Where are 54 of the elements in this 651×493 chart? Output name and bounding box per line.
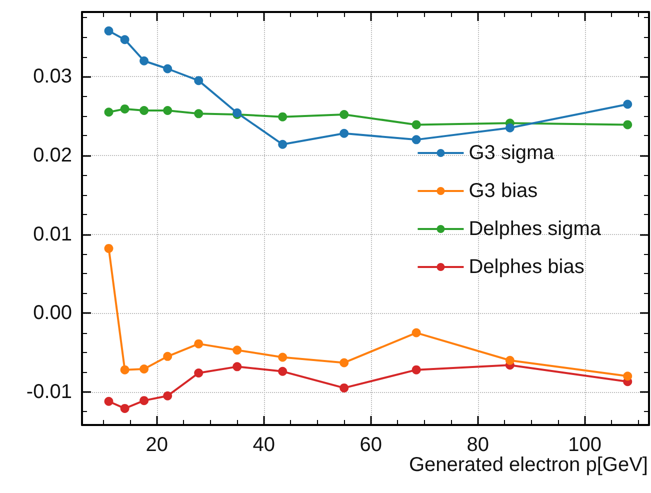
y-tick-label: 0.00: [33, 302, 72, 324]
point: [340, 110, 349, 119]
point: [505, 123, 514, 132]
legend-label: G3 bias: [468, 180, 538, 202]
legend-label: G3 sigma: [468, 142, 556, 164]
y-tick-label: 0.01: [33, 223, 72, 246]
point: [104, 108, 114, 117]
point: [278, 366, 288, 376]
legend-label: Delphes bias: [468, 256, 584, 278]
point: [163, 352, 172, 361]
point: [412, 135, 421, 144]
point: [623, 372, 632, 381]
point: [163, 106, 172, 116]
x-axis-title: Generated electron p[GeV]: [408, 454, 648, 476]
x-tick-label: 100: [568, 434, 602, 456]
point: [340, 128, 349, 138]
x-tick-label: 20: [146, 434, 168, 456]
point: [412, 120, 421, 130]
point: [232, 346, 242, 355]
point: [120, 35, 130, 44]
point: [232, 362, 242, 372]
point: [623, 120, 632, 130]
point: [340, 383, 349, 392]
x-tick-label: 80: [466, 434, 489, 456]
point: [278, 352, 288, 362]
point: [104, 244, 114, 253]
point: [194, 368, 204, 378]
x-tick-label: 60: [360, 434, 382, 456]
x-tick-label: 40: [252, 434, 275, 456]
point: [278, 112, 288, 122]
y-tick-label: 0.03: [33, 66, 72, 88]
point: [120, 104, 130, 114]
legend-label: Delphes sigma: [468, 218, 602, 240]
point: [194, 339, 204, 348]
point: [412, 365, 421, 374]
point: [505, 356, 514, 365]
point: [623, 100, 632, 109]
point: [163, 64, 172, 74]
point: [278, 140, 288, 149]
point: [140, 56, 149, 66]
point: [412, 328, 421, 338]
point: [163, 391, 172, 400]
point: [120, 365, 130, 374]
point: [340, 358, 349, 368]
y-tick-label: 0.02: [33, 144, 72, 166]
point: [140, 364, 149, 374]
point: [194, 109, 204, 118]
point: [140, 396, 149, 406]
point: [104, 26, 114, 36]
y-tick-label: -0.01: [26, 380, 72, 403]
point: [194, 76, 204, 86]
point: [120, 404, 130, 413]
point: [104, 396, 114, 406]
point: [140, 106, 149, 116]
